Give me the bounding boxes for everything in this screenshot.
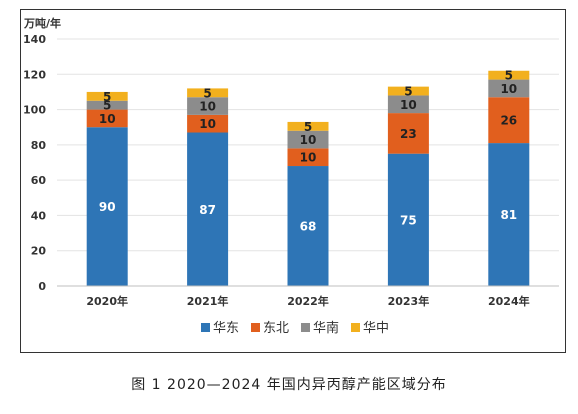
x-tick-label: 2022年 (287, 294, 329, 308)
x-tick-label: 2020年 (86, 294, 128, 308)
data-label: 68 (300, 220, 317, 234)
data-label: 5 (203, 86, 211, 100)
y-unit-label: 万吨/年 (23, 16, 61, 30)
data-label: 26 (500, 114, 517, 128)
bar-segment-4 (488, 70, 530, 80)
bar-segment-4 (187, 88, 229, 98)
data-label: 5 (404, 85, 412, 99)
y-tick-label: 40 (31, 209, 47, 222)
bar-segment-2 (387, 113, 429, 154)
legend-swatch (251, 323, 260, 332)
y-tick-label: 100 (23, 104, 46, 117)
bar-segment-1 (86, 127, 128, 286)
bar-segment-3 (86, 100, 128, 110)
data-label: 81 (500, 208, 517, 222)
data-label: 5 (304, 120, 312, 134)
y-tick-label: 20 (31, 245, 47, 258)
legend-label: 东北 (263, 321, 289, 336)
bar-segment-4 (387, 86, 429, 96)
legend: 华东 东北 华南 华中 (201, 320, 389, 336)
data-label: 10 (500, 82, 517, 96)
data-label: 10 (199, 100, 216, 114)
x-tick-label: 2024年 (488, 294, 530, 308)
data-label: 75 (400, 213, 417, 227)
bar-segment-1 (488, 143, 530, 286)
data-label: 90 (99, 200, 116, 214)
bar-segment-3 (187, 97, 229, 115)
bar-segment-3 (387, 95, 429, 114)
data-label: 10 (300, 151, 317, 165)
bar-segment-1 (187, 132, 229, 286)
legend-swatch (351, 323, 360, 332)
data-label: 5 (103, 90, 111, 104)
bar-segment-1 (287, 166, 329, 286)
x-tick-label: 2021年 (187, 294, 229, 308)
bar-segment-3 (488, 79, 530, 98)
bar-segment-4 (287, 121, 329, 131)
data-label: 23 (400, 127, 417, 141)
x-tick-label: 2023年 (388, 294, 430, 308)
bar-segment-4 (86, 91, 128, 101)
figure-caption: 图 1 2020—2024 年国内异丙醇产能区域分布 (131, 377, 447, 393)
bar-segment-2 (488, 97, 530, 144)
y-tick-label: 60 (31, 174, 47, 187)
y-tick-label: 120 (23, 68, 46, 81)
legend-label: 华中 (363, 321, 389, 336)
bar-segment-2 (187, 114, 229, 133)
bar-segment-2 (287, 148, 329, 167)
data-label: 87 (199, 203, 216, 217)
data-label: 5 (505, 69, 513, 83)
data-label: 10 (99, 112, 116, 126)
bar-segment-1 (387, 153, 429, 286)
bar-segment-2 (86, 109, 128, 128)
y-tick-label: 0 (38, 280, 46, 293)
y-tick-label: 80 (31, 139, 47, 152)
axes: 0 20 40 60 80 100 120 140 2020年 2021年 2022年 2023年 20… (23, 33, 559, 308)
data-label: 10 (400, 98, 417, 112)
legend-swatch (201, 323, 210, 332)
y-tick-label: 140 (23, 33, 46, 46)
legend-label: 华南 (313, 320, 339, 336)
bar-segment-3 (287, 130, 329, 149)
data-label: 10 (199, 117, 216, 131)
chart-frame: 90 10 5 5 87 10 10 5 68 10 10 5 75 23 10 5 81 26 10 5 0 20 40… (20, 9, 566, 353)
legend-label: 华东 (213, 321, 239, 336)
data-label: 5 (103, 99, 111, 113)
data-label: 10 (300, 133, 317, 147)
legend-swatch (301, 323, 310, 332)
